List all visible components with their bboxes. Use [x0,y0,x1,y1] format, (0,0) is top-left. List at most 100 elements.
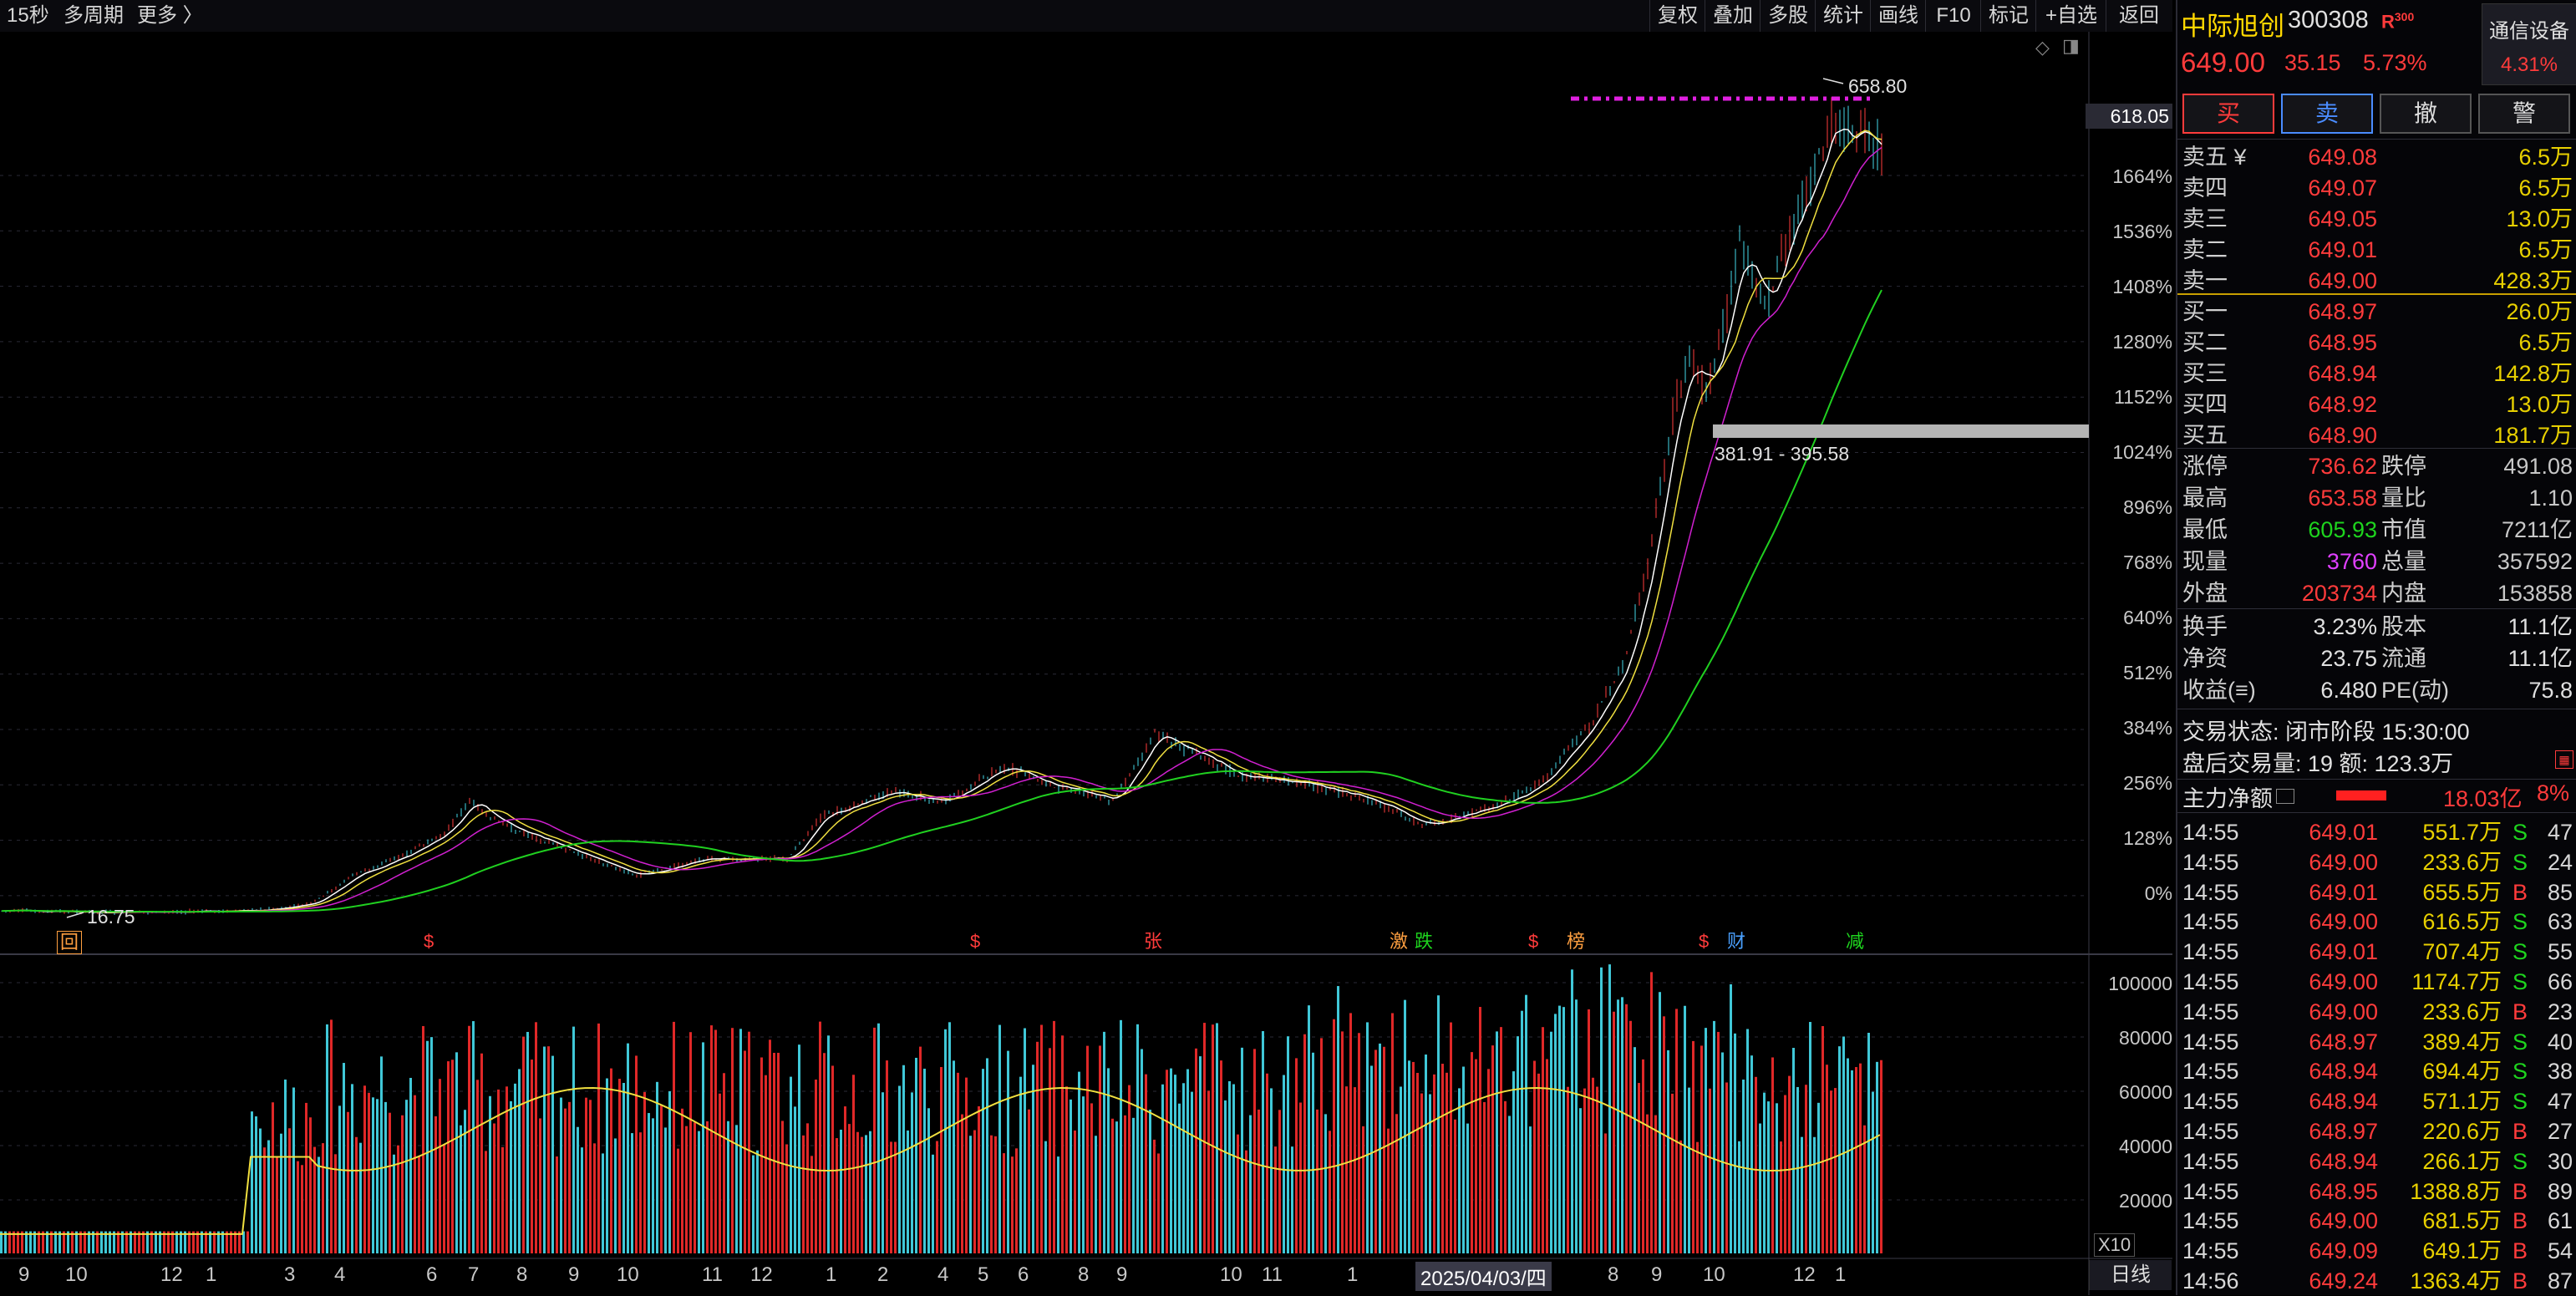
volume-bar [1065,1086,1068,1253]
volume-bar [1241,1047,1243,1253]
tick-time: 14:55 [2182,879,2239,905]
add-watchlist-button[interactable]: +自选 [2035,0,2106,32]
volume-bar [1717,1031,1720,1253]
volume-bar [255,1116,257,1253]
period-daily-button[interactable]: 日线 [2089,1260,2172,1290]
volume-bar [334,1154,337,1253]
volume-bar [1266,1073,1268,1253]
bid-row[interactable]: 买一 648.97 26.0万 [2177,297,2576,327]
calendar-icon[interactable]: ▦ [2555,750,2573,769]
event-badge-return[interactable]: 回 [57,931,83,954]
volume-bar [1320,1038,1323,1253]
volume-bar [125,1231,128,1253]
volume-bar [276,1156,278,1253]
date-tick-label: 12 [750,1263,773,1286]
multi-stock-button[interactable]: 多股 [1760,0,1816,32]
bid-row[interactable]: 买四 648.92 13.0万 [2177,389,2576,419]
event-badge-financial[interactable]: 财 [1727,931,1746,952]
period-15s-button[interactable]: 15秒 [7,4,49,27]
draw-line-button[interactable]: 画线 [1870,0,1926,32]
volume-bar [581,1147,583,1253]
ask-label: 卖二 [2182,237,2228,262]
event-badge-limit-down[interactable]: 跌 [1415,931,1434,952]
ask-label: 卖三 [2182,206,2228,231]
main-flow-chart-icon[interactable] [2276,789,2294,804]
statistics-button[interactable]: 统计 [1815,0,1871,32]
volume-bar [1107,1068,1110,1253]
volume-bar [861,1136,863,1253]
alert-button[interactable]: 警 [2478,94,2570,134]
diamond-icon[interactable]: ◇ [2035,37,2050,58]
bid-row[interactable]: 买三 648.94 142.8万 [2177,358,2576,389]
stat-value: 23.75 [2320,646,2377,671]
volume-bar [414,1095,416,1253]
volume-bar [894,1141,897,1253]
bid-row[interactable]: 买五 648.90 181.7万 [2177,420,2576,450]
event-badge-dividend[interactable]: $ [1528,931,1539,952]
multi-period-button[interactable]: 多周期 [64,4,124,27]
sell-button[interactable]: 卖 [2281,94,2373,134]
ask-row[interactable]: 卖一 649.00 428.3万 [2177,266,2576,296]
tick-side: B [2512,879,2528,905]
restore-rights-button[interactable]: 复权 [1649,0,1705,32]
volume-bar [535,1022,537,1253]
volume-bar [1554,1014,1557,1253]
back-button[interactable]: 返回 [2106,0,2172,32]
volume-bar [1207,1090,1210,1253]
volume-bar [556,1156,558,1253]
bid-row[interactable]: 买二 648.95 6.5万 [2177,328,2576,358]
event-badge-ranking[interactable]: 榜 [1567,931,1586,952]
stat-key: 量比 [2381,485,2426,511]
volume-bar [986,1058,988,1253]
panel-toggle-icon[interactable]: ◨ [2062,35,2080,56]
volume-bar [1149,1110,1151,1253]
price-axis-label: 1280% [2112,331,2172,353]
date-tick-label: 11 [1262,1263,1283,1286]
after-hours-volume: 盘后交易量: 19 额: 123.3万 [2182,751,2454,776]
event-badge-dividend[interactable]: $ [970,931,981,952]
volume-bar [911,1092,913,1253]
volume-bar [1337,986,1339,1253]
volume-bar [756,1150,759,1253]
stat-value: 11.1亿 [2507,646,2573,671]
overlay-button[interactable]: 叠加 [1705,0,1761,32]
volume-bar [8,1231,11,1253]
event-badge-incentive[interactable]: 激 [1390,931,1409,952]
volume-bar [1625,1004,1628,1253]
date-tick-label: 10 [617,1263,639,1286]
chart-area[interactable]: ◇ ◨ 1664% 1536% 1408% 1280% 1152% 1024% 896% 76… [0,32,2172,1295]
volume-bar [1633,1047,1636,1253]
more-button[interactable]: 更多 〉 [137,4,203,27]
volume-bar [1755,1076,1757,1253]
event-badge-limit-up[interactable]: 张 [1144,931,1163,952]
ask-row[interactable]: 卖四 649.07 6.5万 [2177,173,2576,203]
last-price: 649.00 [2181,47,2265,78]
market-tag-sup: 300 [2394,10,2415,23]
event-badge-dividend[interactable]: $ [1699,931,1710,952]
sector-box[interactable]: 通信设备 4.31% [2482,3,2576,85]
buy-button[interactable]: 买 [2182,94,2274,134]
ask-row[interactable]: 卖三 649.05 13.0万 [2177,204,2576,234]
mark-button[interactable]: 标记 [1980,0,2036,32]
volume-bar [1859,1063,1862,1253]
kline-chart[interactable] [0,32,2172,1295]
volume-bar [1191,1091,1193,1253]
volume-bar [1429,1094,1431,1253]
event-badge-reduction[interactable]: 减 [1846,931,1865,952]
volume-bar [439,1079,441,1253]
volume-bar [242,1231,245,1253]
volume-bar [355,1136,358,1253]
date-tick-label: 11 [702,1263,723,1286]
stat-row: 收益(≡) 6.480 PE(动) 75.8 [2177,675,2576,705]
volume-bar [606,1078,608,1253]
event-badge-dividend[interactable]: $ [424,931,434,952]
cancel-order-button[interactable]: 撤 [2380,94,2472,134]
ask-row[interactable]: 卖二 649.01 6.5万 [2177,235,2576,265]
f10-button[interactable]: F10 [1925,0,1981,32]
date-tick-label: 1 [1347,1263,1359,1286]
tick-count: 27 [2547,1119,2573,1144]
volume-bar [318,1156,320,1253]
ask-price: 649.01 [2308,237,2377,262]
ask-row[interactable]: 卖五 ¥ 649.08 6.5万 [2177,142,2576,172]
volume-bar [251,1111,253,1253]
